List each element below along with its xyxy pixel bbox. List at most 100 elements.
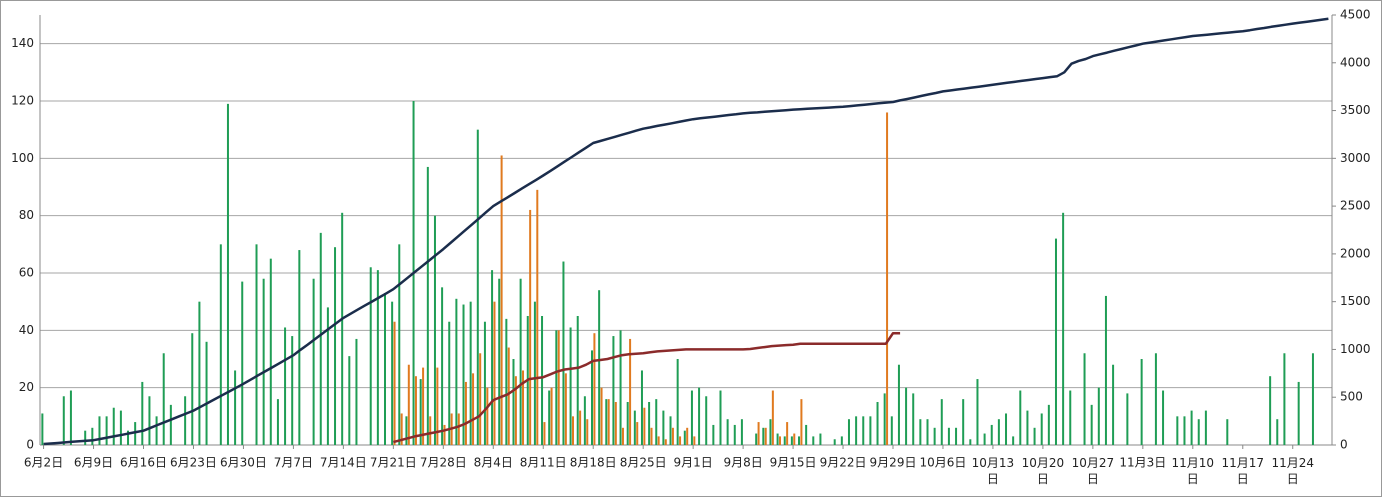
bar bbox=[855, 416, 858, 445]
bar bbox=[512, 359, 515, 445]
bar bbox=[84, 430, 87, 445]
bar bbox=[833, 439, 836, 445]
bar bbox=[476, 129, 479, 445]
bar bbox=[291, 336, 294, 445]
bar bbox=[119, 410, 122, 445]
x-tick-label: 7月7日 bbox=[274, 456, 313, 470]
bar bbox=[693, 436, 696, 445]
bar bbox=[262, 278, 265, 445]
bar bbox=[348, 356, 351, 445]
bar bbox=[1162, 390, 1165, 445]
bar bbox=[1204, 410, 1207, 445]
bar bbox=[771, 390, 774, 445]
bar bbox=[819, 433, 822, 445]
y2-tick-label: 2500 bbox=[1340, 199, 1371, 213]
bar bbox=[629, 338, 632, 445]
bar bbox=[443, 424, 446, 445]
bar bbox=[764, 427, 767, 445]
bar bbox=[683, 430, 686, 445]
y2-tick-label: 3500 bbox=[1340, 103, 1371, 117]
bar bbox=[507, 347, 510, 445]
bar bbox=[636, 422, 639, 445]
bar bbox=[41, 413, 44, 445]
bar bbox=[1183, 416, 1186, 445]
bar bbox=[326, 307, 329, 445]
bar bbox=[441, 287, 444, 445]
bar bbox=[184, 396, 187, 445]
bar bbox=[800, 399, 803, 445]
bar bbox=[162, 353, 165, 445]
bar bbox=[1054, 238, 1057, 445]
bar bbox=[983, 433, 986, 445]
bar bbox=[505, 318, 508, 445]
bar bbox=[726, 419, 729, 445]
bar bbox=[62, 396, 65, 445]
x-tick-label: 6月9日 bbox=[74, 456, 113, 470]
x-tick-label: 11月17 日 bbox=[1222, 456, 1265, 486]
bar bbox=[426, 166, 429, 445]
bar bbox=[671, 427, 674, 445]
x-tick-label: 8月25日 bbox=[620, 456, 667, 470]
bar bbox=[890, 416, 893, 445]
bar bbox=[586, 419, 589, 445]
bar bbox=[883, 393, 886, 445]
bar bbox=[548, 390, 551, 445]
bar bbox=[583, 396, 586, 445]
bar bbox=[155, 416, 158, 445]
x-tick-label: 6月2日 bbox=[24, 456, 63, 470]
x-tick-label: 11月10 日 bbox=[1172, 456, 1215, 486]
y-tick-label: 120 bbox=[11, 94, 34, 108]
bar bbox=[234, 370, 237, 445]
bar bbox=[876, 402, 879, 445]
bar bbox=[562, 261, 565, 445]
bar bbox=[462, 304, 465, 445]
x-tick-label-line: 日 bbox=[1087, 472, 1099, 486]
bar bbox=[740, 419, 743, 445]
bar bbox=[862, 416, 865, 445]
x-tick-label: 10月6日 bbox=[920, 456, 967, 470]
bar bbox=[483, 321, 486, 445]
bar bbox=[134, 422, 137, 445]
x-tick-label: 7月28日 bbox=[420, 456, 467, 470]
bar bbox=[464, 381, 467, 445]
bar bbox=[643, 407, 646, 445]
bar bbox=[557, 330, 560, 445]
bar bbox=[598, 290, 601, 445]
y-tick-label: 40 bbox=[19, 323, 34, 337]
bar bbox=[640, 370, 643, 445]
bar bbox=[798, 436, 801, 445]
bar bbox=[926, 419, 929, 445]
x-tick-label: 11月24 日 bbox=[1271, 456, 1314, 486]
bar bbox=[612, 336, 615, 445]
bar bbox=[905, 387, 908, 445]
bar bbox=[676, 359, 679, 445]
bar bbox=[398, 244, 401, 445]
bar bbox=[698, 387, 701, 445]
bar bbox=[493, 301, 496, 445]
bar bbox=[614, 402, 617, 445]
bar bbox=[762, 427, 765, 445]
bar bbox=[778, 436, 781, 445]
bar bbox=[564, 373, 567, 445]
bar bbox=[1033, 427, 1036, 445]
bar bbox=[576, 316, 579, 445]
bar bbox=[414, 376, 417, 445]
bar bbox=[621, 427, 624, 445]
bar bbox=[284, 327, 287, 445]
x-tick-label: 9月15日 bbox=[770, 456, 817, 470]
x-tick-label: 9月1日 bbox=[673, 456, 712, 470]
bar bbox=[472, 373, 475, 445]
bar bbox=[664, 439, 667, 445]
bar bbox=[341, 212, 344, 445]
x-tick-label-line: 11月24 bbox=[1271, 456, 1314, 470]
bar bbox=[1019, 390, 1022, 445]
y-tick-label: 20 bbox=[19, 380, 34, 394]
bar bbox=[479, 353, 482, 445]
bar bbox=[1283, 353, 1286, 445]
bar bbox=[933, 427, 936, 445]
bar bbox=[955, 427, 958, 445]
bar bbox=[127, 430, 130, 445]
bar bbox=[355, 338, 358, 445]
bar bbox=[69, 390, 72, 445]
y2-tick-label: 500 bbox=[1340, 390, 1363, 404]
